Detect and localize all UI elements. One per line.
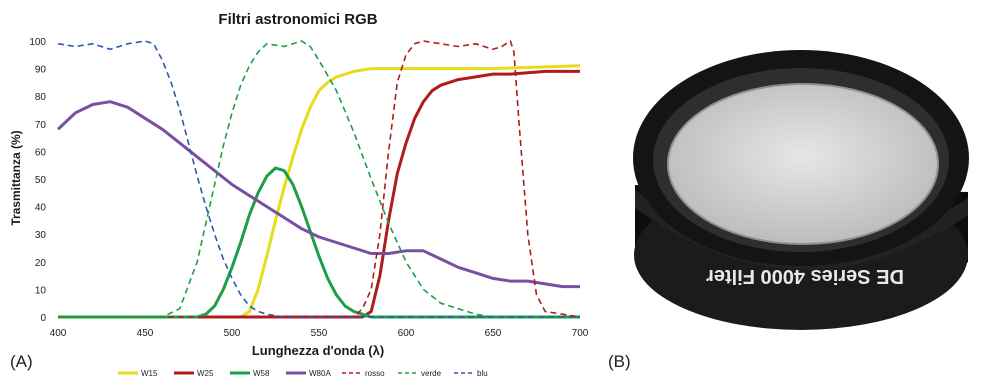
x-axis-label: Lunghezza d'onda (λ): [252, 343, 384, 358]
y-tick-label: 60: [35, 147, 47, 158]
y-tick-label: 0: [40, 313, 46, 324]
x-tick-label: 400: [50, 328, 67, 339]
legend: W15 W25 W58 W80A rosso verde blu: [118, 369, 488, 378]
filter-glass: [668, 84, 938, 244]
series-line-w80a: [56, 100, 580, 289]
panel-label-b: (B): [608, 352, 631, 371]
filter-glass-edge: [667, 83, 939, 245]
y-axis-label: Trasmittanza (%): [9, 130, 23, 225]
y-tick-label: 50: [35, 175, 47, 186]
y-tick-labels: 0 10 20 30 40 50 60 70 80 90 100: [29, 37, 46, 324]
filter-photo: DE Series 4000 Filter: [633, 50, 969, 330]
legend-label-w25: W25: [197, 369, 214, 378]
y-tick-label: 80: [35, 92, 47, 103]
legend-label-w80a: W80A: [309, 369, 331, 378]
y-tick-label: 30: [35, 230, 47, 241]
y-tick-label: 40: [35, 203, 47, 214]
y-tick-label: 100: [29, 37, 46, 48]
x-tick-label: 600: [398, 328, 415, 339]
legend-label-verde: verde: [421, 369, 442, 378]
series-line-rosso: [58, 40, 581, 318]
series-line-verde: [58, 40, 580, 318]
y-tick-label: 70: [35, 120, 47, 131]
x-tick-label: 700: [572, 328, 589, 339]
series-line-w25: [58, 69, 580, 319]
chart-title: Filtri astronomici RGB: [218, 11, 377, 28]
photo-panel: DE Series 4000 Filter (B): [600, 0, 1000, 383]
filter-printed-text: DE Series 4000 Filter: [706, 265, 904, 287]
legend-label-rosso: rosso: [365, 369, 385, 378]
chart-panel: Filtri astronomici RGB Trasmittanza (%) …: [9, 11, 589, 378]
legend-label-w58: W58: [253, 369, 270, 378]
y-tick-label: 20: [35, 258, 47, 269]
series-line-w58: [58, 166, 580, 319]
legend-label-w15: W15: [141, 369, 158, 378]
x-tick-labels: 400 450 500 550 600 650 700: [50, 328, 589, 339]
series-line-w15: [58, 64, 581, 319]
series-lines: [56, 40, 581, 319]
transmittance-chart: Filtri astronomici RGB Trasmittanza (%) …: [9, 11, 589, 378]
series-line-blu: [57, 40, 580, 318]
x-tick-label: 650: [485, 328, 502, 339]
x-tick-label: 550: [311, 328, 328, 339]
y-tick-label: 10: [35, 285, 47, 296]
x-tick-label: 500: [224, 328, 241, 339]
y-tick-label: 90: [35, 65, 47, 76]
legend-label-blu: blu: [477, 369, 488, 378]
panel-label-a: (A): [10, 352, 33, 371]
x-tick-label: 450: [137, 328, 154, 339]
